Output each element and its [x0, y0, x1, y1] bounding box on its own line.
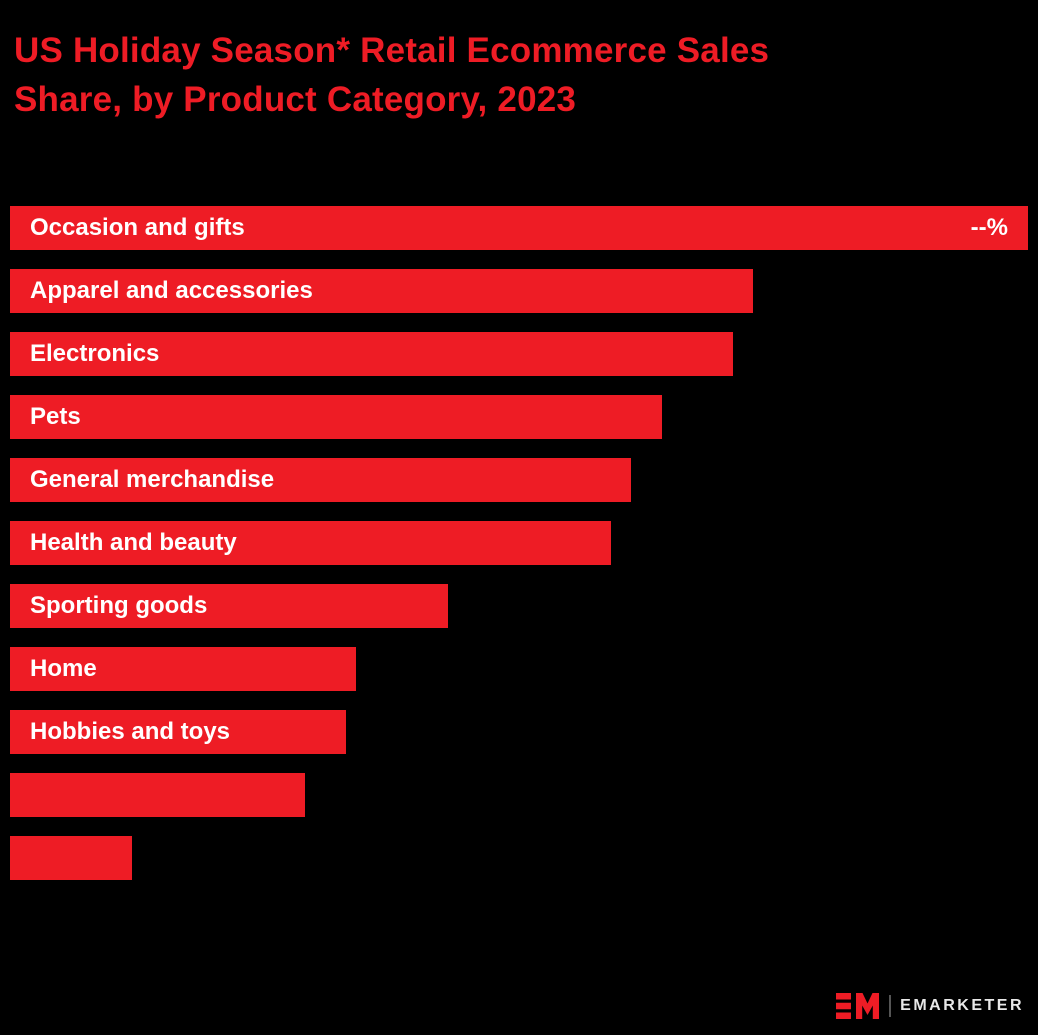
bar-unlabeled-9: [10, 773, 306, 817]
bar-general-merchandise: General merchandise: [10, 458, 631, 502]
bar-occasion-and-gifts: Occasion and gifts --%: [10, 206, 1028, 250]
emarketer-logo-icon: [836, 993, 880, 1019]
bar-row: Sporting goods: [10, 584, 1028, 628]
bar-row: General merchandise: [10, 458, 1028, 502]
logo-divider: [889, 995, 892, 1017]
bar-label: Electronics: [30, 340, 160, 367]
bar-label: General merchandise: [30, 466, 275, 493]
bar-chart: Occasion and gifts --% Apparel and accesso…: [10, 206, 1028, 899]
bar-label: Hobbies and toys: [30, 718, 231, 745]
bar-row: Hobbies and toys: [10, 710, 1028, 754]
bar-row: Home: [10, 647, 1028, 691]
bar-hobbies-and-toys: Hobbies and toys: [10, 710, 346, 754]
bar-row: [10, 773, 1028, 817]
page-title: US Holiday Season* Retail Ecommerce Sale…: [14, 26, 769, 124]
page-title-line2: Share, by Product Category, 2023: [14, 80, 577, 119]
bar-row: Health and beauty: [10, 521, 1028, 565]
bar-row: Electronics: [10, 332, 1028, 376]
bar-row: Occasion and gifts --%: [10, 206, 1028, 250]
emarketer-logo: EMARKETER: [836, 993, 1024, 1019]
bar-pets: Pets: [10, 395, 662, 439]
bar-apparel-and-accessories: Apparel and accessories: [10, 269, 754, 313]
bar-home: Home: [10, 647, 357, 691]
bar-value-label: --%: [970, 214, 1008, 241]
bar-sporting-goods: Sporting goods: [10, 584, 448, 628]
bar-label: Apparel and accessories: [30, 277, 313, 304]
bar-label: Pets: [30, 403, 81, 430]
bar-label: Sporting goods: [30, 592, 208, 619]
bar-label: Health and beauty: [30, 529, 237, 556]
bar-unlabeled-10: [10, 836, 133, 880]
bar-label: Occasion and gifts: [30, 214, 245, 241]
bar-health-and-beauty: Health and beauty: [10, 521, 611, 565]
logo-wordmark: EMARKETER: [900, 997, 1024, 1014]
bar-label: Home: [30, 655, 97, 682]
bar-row: Apparel and accessories: [10, 269, 1028, 313]
bar-electronics: Electronics: [10, 332, 733, 376]
bar-row: Pets: [10, 395, 1028, 439]
page-title-line1: US Holiday Season* Retail Ecommerce Sale…: [14, 31, 770, 70]
bar-row: [10, 836, 1028, 880]
